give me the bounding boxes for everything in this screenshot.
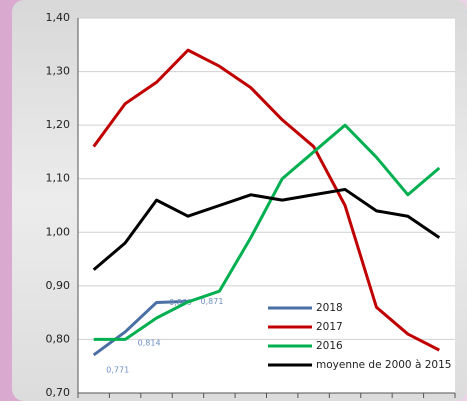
y-tick-label: 1,40 bbox=[46, 11, 71, 24]
y-tick-label: 0,70 bbox=[46, 386, 71, 399]
data-label: 0,814 bbox=[138, 338, 161, 347]
series-line bbox=[92, 187, 441, 271]
y-tick-label: 0,90 bbox=[46, 279, 71, 292]
data-label: 0,871 bbox=[201, 297, 224, 306]
y-tick-label: 1,00 bbox=[46, 225, 71, 238]
y-tick-label: 0,80 bbox=[46, 332, 71, 345]
data-label: 0,869 bbox=[169, 298, 192, 307]
legend-label: 2018 bbox=[316, 302, 343, 314]
legend-label: 2017 bbox=[316, 321, 343, 333]
legend-label: moyenne de 2000 à 2015 bbox=[316, 359, 451, 371]
series-line bbox=[92, 48, 440, 352]
y-tick-label: 1,30 bbox=[46, 65, 71, 78]
y-tick-label: 1,10 bbox=[46, 172, 71, 185]
series-line bbox=[93, 123, 441, 341]
series-line bbox=[92, 299, 189, 357]
y-tick-label: 1,20 bbox=[46, 118, 71, 131]
data-label: 0,771 bbox=[106, 365, 129, 374]
legend-label: 2016 bbox=[316, 340, 343, 352]
